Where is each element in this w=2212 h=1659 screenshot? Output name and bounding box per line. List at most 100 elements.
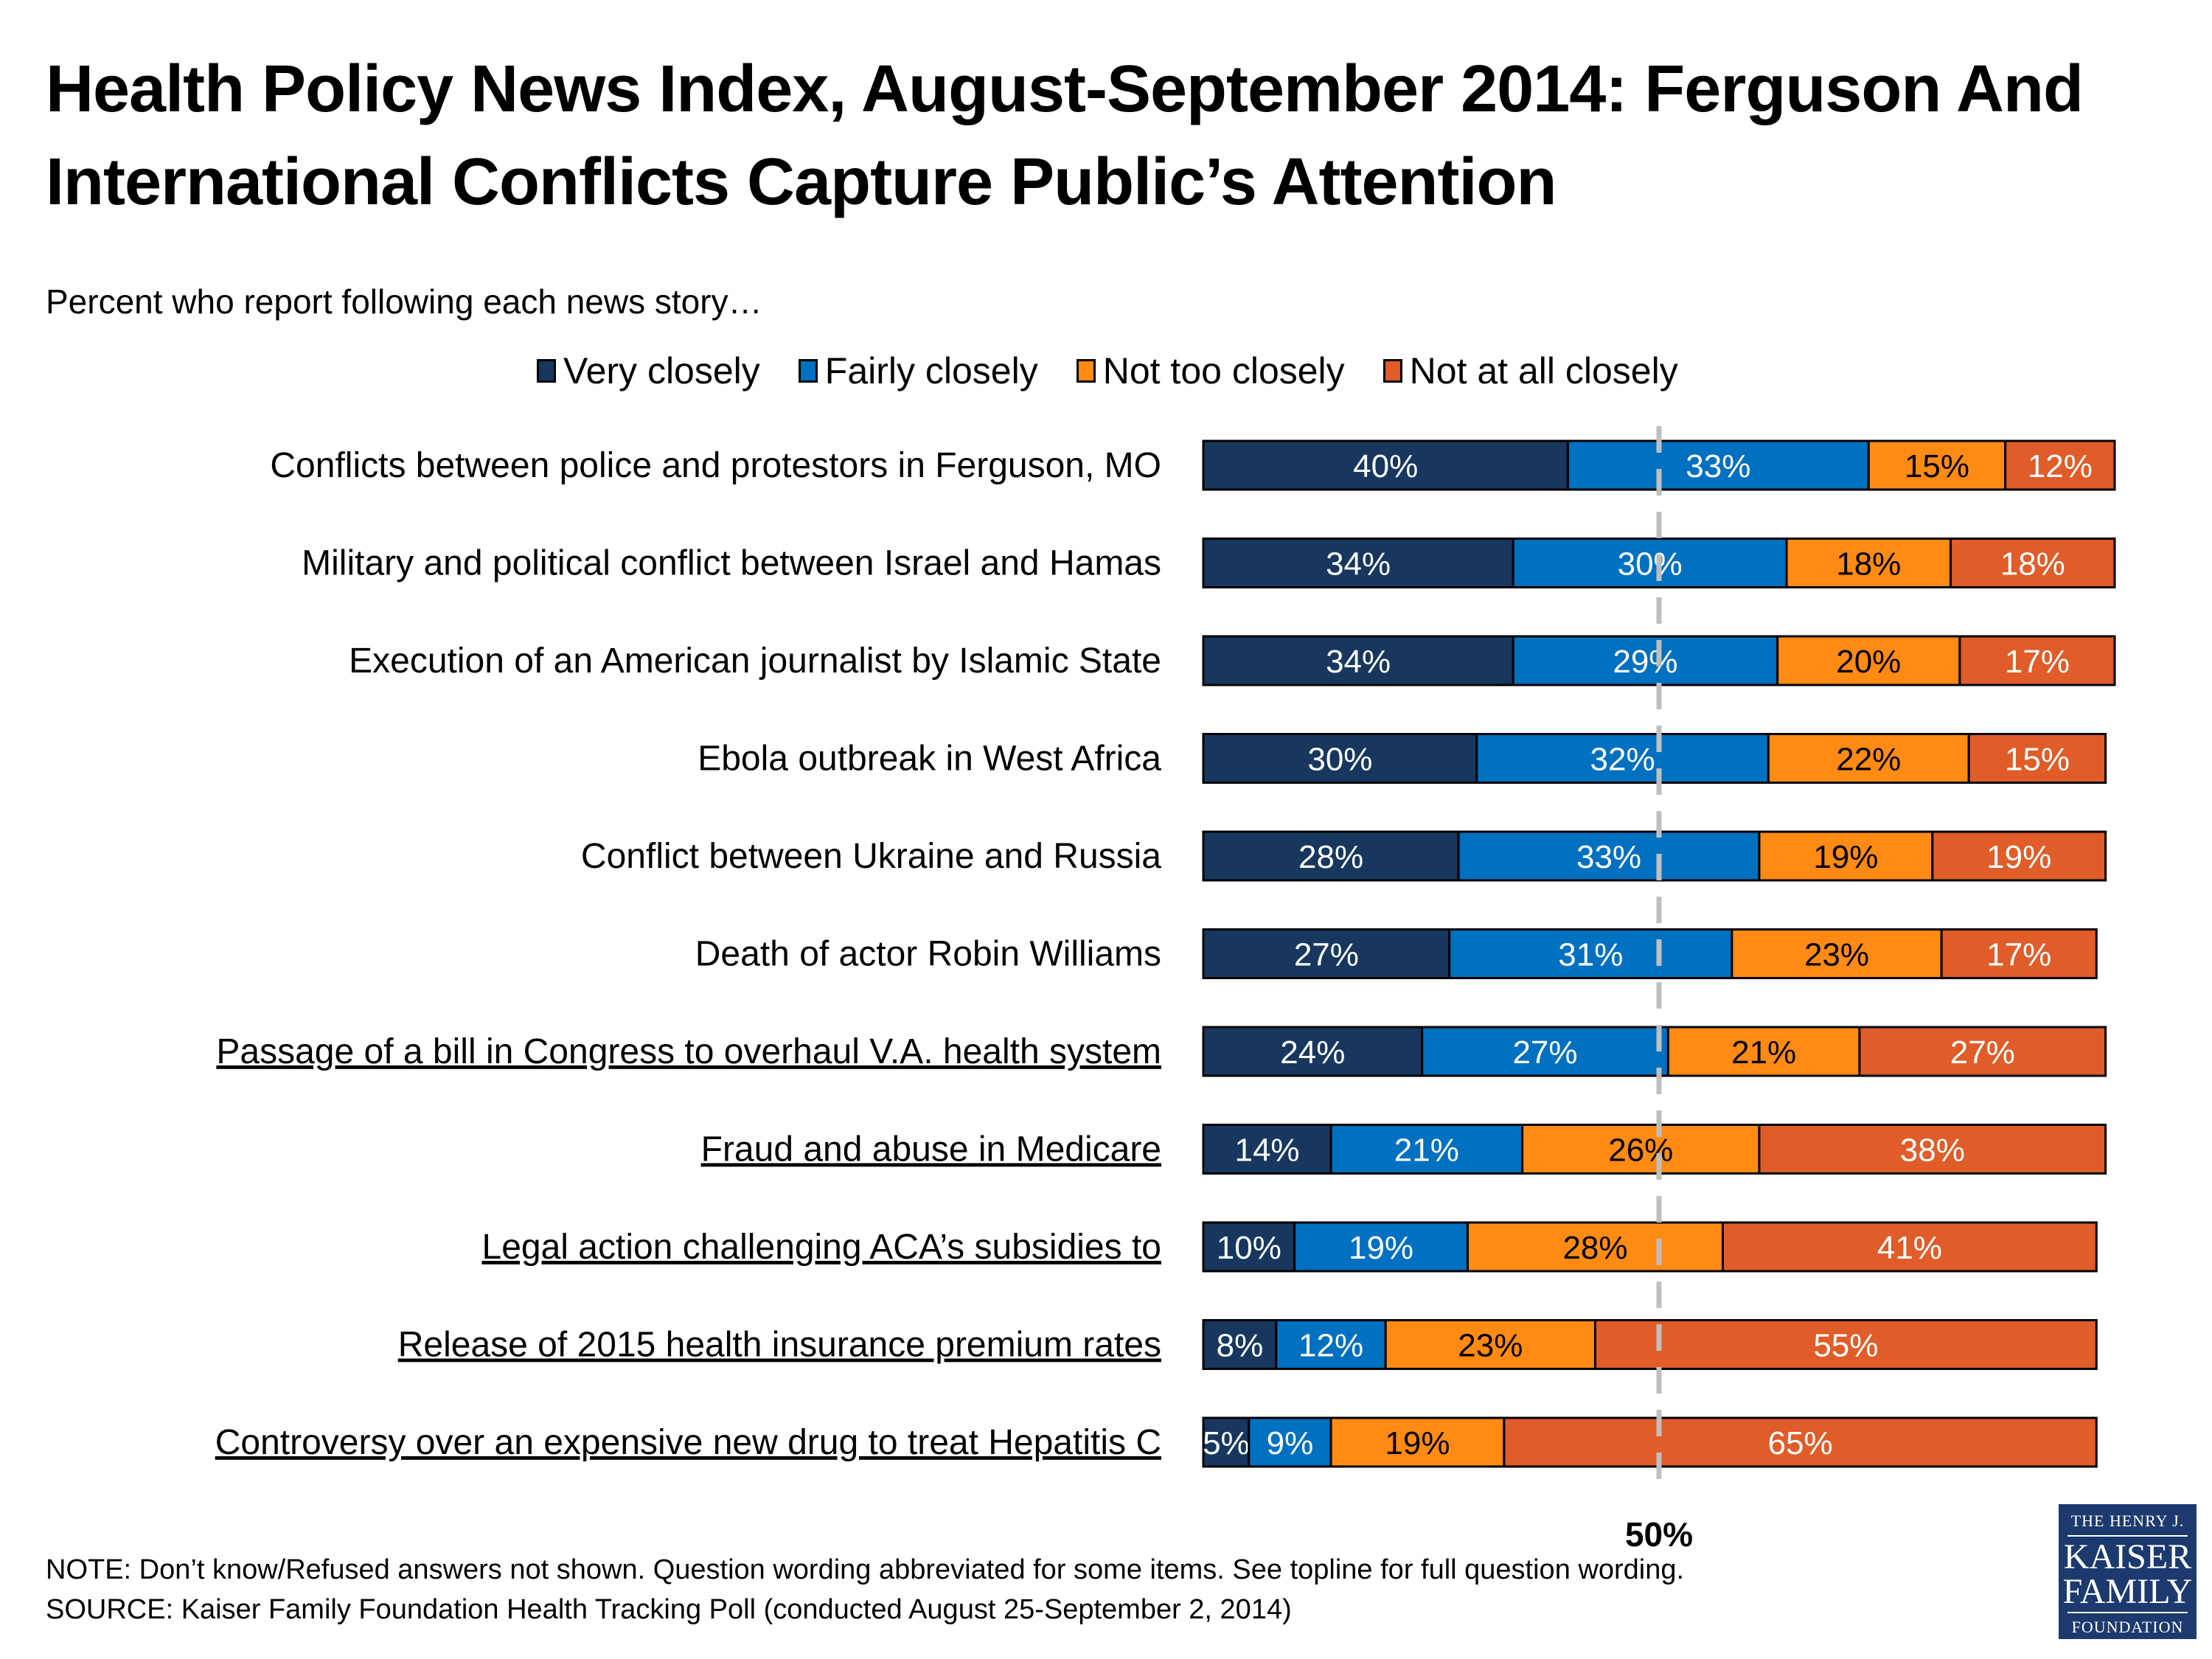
bar-segment (1758, 1124, 2107, 1175)
footer-note: NOTE: Don’t know/Refused answers not sho… (46, 1554, 1685, 1585)
bar-segment (1466, 1221, 1725, 1273)
bar-segment (1329, 1124, 1524, 1175)
data-label: 14% (1234, 1133, 1299, 1169)
data-label: 8% (1217, 1328, 1264, 1364)
data-label: 28% (1562, 1230, 1627, 1266)
bar-segment (1202, 439, 1569, 491)
category-label: Fraud and abuse in Medicare (701, 1130, 1161, 1169)
bar-segment (1329, 1416, 1506, 1468)
bar-segment (1767, 733, 1970, 784)
data-label: 21% (1394, 1133, 1459, 1169)
bar-segment (1202, 538, 1514, 588)
category-label: Conflict between Ukraine and Russia (581, 837, 1161, 876)
data-label: 15% (2005, 742, 2070, 778)
data-label: 5% (1203, 1425, 1250, 1461)
data-label: 34% (1326, 546, 1391, 582)
data-label: 19% (1813, 839, 1878, 875)
kaiser-family-foundation-logo: THE HENRY J. KAISER FAMILY FOUNDATION (2059, 1504, 2197, 1639)
data-label: 23% (1458, 1328, 1523, 1364)
data-label: 15% (1905, 448, 1969, 484)
bar-segment (1521, 1124, 1761, 1175)
bar-segment (1202, 733, 1478, 784)
bar-segment (1202, 1416, 1251, 1468)
data-label: 21% (1731, 1034, 1796, 1071)
category-label: Controversy over an expensive new drug t… (215, 1423, 1161, 1462)
category-label: Death of actor Robin Williams (695, 935, 1161, 974)
bar-segment (1950, 538, 2116, 588)
bar-segment (1722, 1221, 2098, 1273)
category-label: Legal action challenging ACA’s subsidies… (482, 1228, 1162, 1267)
legend-item-not-too-closely: Not too closely (1076, 349, 1345, 392)
reference-line-label: 50% (1625, 1515, 1693, 1554)
legend-swatch (1382, 359, 1402, 383)
legend-item-fairly-closely: Fairly closely (798, 349, 1038, 392)
data-label: 19% (1349, 1230, 1413, 1266)
data-label: 33% (1686, 448, 1750, 484)
category-label: Passage of a bill in Congress to overhau… (216, 1032, 1161, 1071)
legend-label: Fairly closely (824, 350, 1038, 392)
chart-title: Health Policy News Index, August-Septemb… (46, 52, 2084, 219)
data-label: 24% (1280, 1034, 1345, 1071)
bar-segment (1293, 1221, 1469, 1273)
bar-segment (1202, 830, 1460, 882)
legend-swatch (1076, 359, 1096, 383)
data-label: 41% (1877, 1230, 1942, 1266)
legend: Very closely Fairly closely Not too clos… (537, 349, 1678, 392)
data-label: 29% (1613, 644, 1677, 680)
data-label: 27% (1950, 1034, 2015, 1071)
bar-segment (1448, 928, 1733, 979)
data-label: 18% (1836, 546, 1901, 582)
bar-segment (1593, 1319, 2098, 1370)
bar-segment (1776, 635, 1961, 686)
bar-segment (1384, 1319, 1596, 1370)
data-label: 12% (2028, 448, 2093, 484)
category-label: Ebola outbreak in West Africa (698, 740, 1161, 779)
logo-line: FOUNDATION (2067, 1612, 2188, 1637)
data-label: 30% (1307, 742, 1372, 778)
legend-swatch (537, 359, 556, 383)
bar-segment (1457, 830, 1761, 882)
legend-item-very-closely: Very closely (537, 349, 760, 392)
category-label: Conflicts between police and protestors … (270, 446, 1161, 485)
footer-source: SOURCE: Kaiser Family Foundation Health … (46, 1594, 1292, 1625)
data-label: 26% (1608, 1133, 1673, 1169)
legend-label: Very closely (563, 350, 760, 392)
legend-label: Not too closely (1102, 350, 1345, 392)
bar-segment (1566, 439, 1870, 491)
bar-segment (1858, 1026, 2107, 1077)
bar-segment (1202, 1221, 1296, 1273)
legend-item-not-at-all-closely: Not at all closely (1382, 349, 1678, 392)
chart-subtitle: Percent who report following each news s… (46, 282, 762, 321)
data-label: 55% (1813, 1328, 1878, 1364)
bar-segment (1512, 538, 1788, 588)
data-label: 40% (1353, 448, 1418, 484)
bar-segment (1940, 928, 2098, 979)
bar-segment (1512, 635, 1779, 686)
data-label: 22% (1836, 742, 1901, 778)
bar-segment (1202, 635, 1514, 686)
bar-segment (1931, 830, 2107, 882)
data-label: 34% (1326, 644, 1391, 680)
bar-segment (1202, 1319, 1278, 1370)
bar-segment (1958, 635, 2116, 686)
category-label: Execution of an American journalist by I… (349, 641, 1161, 681)
data-label: 23% (1804, 937, 1869, 973)
data-label: 65% (1768, 1425, 1833, 1461)
bar-segment (1731, 928, 1943, 979)
legend-swatch (798, 359, 818, 383)
data-label: 9% (1267, 1425, 1314, 1461)
data-label: 10% (1217, 1230, 1281, 1266)
bar-segment (1202, 1026, 1424, 1077)
category-label: Military and political conflict between … (302, 544, 1161, 583)
data-label: 19% (1385, 1425, 1450, 1461)
logo-line: FAMILY (2062, 1572, 2193, 1611)
data-label: 27% (1512, 1034, 1577, 1071)
data-label: 28% (1298, 839, 1363, 875)
data-label: 12% (1298, 1328, 1363, 1364)
logo-line: THE HENRY J. (2067, 1512, 2188, 1537)
data-label: 17% (1986, 937, 2051, 973)
bar-segment (1785, 538, 1952, 588)
data-label: 31% (1558, 937, 1623, 973)
logo-line: KAISER (2063, 1537, 2192, 1576)
